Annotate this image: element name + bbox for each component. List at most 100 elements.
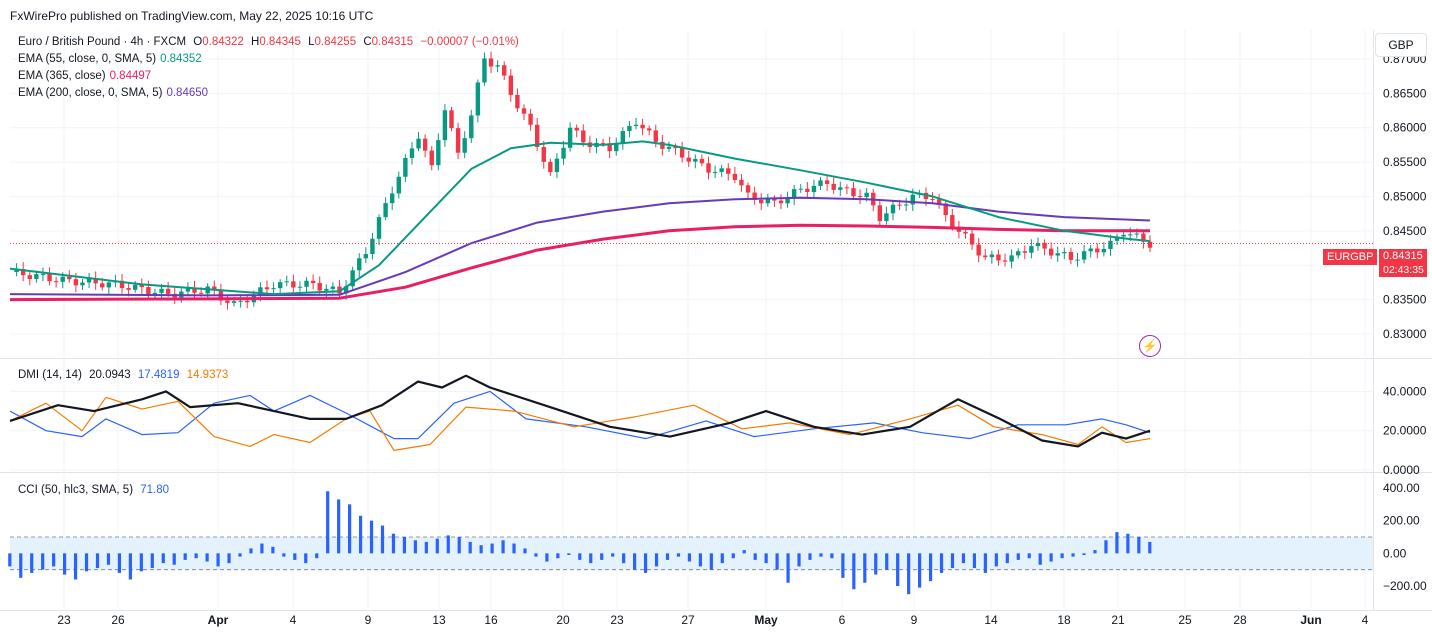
cci-bar xyxy=(1071,553,1075,557)
candle-body xyxy=(818,180,823,186)
cci-bar xyxy=(63,553,67,575)
chart-area[interactable]: 0.870000.865000.860000.855000.850000.845… xyxy=(0,30,1432,640)
candle-body xyxy=(1068,252,1074,260)
cci-bar xyxy=(293,553,297,560)
cci-bar xyxy=(95,553,100,569)
candle-body xyxy=(429,150,434,166)
cci-bar xyxy=(380,525,385,554)
ema365-label: EMA (365, close) xyxy=(18,70,106,82)
cci-bar xyxy=(468,541,472,554)
candle-body xyxy=(291,281,296,288)
ema55-legend[interactable]: EMA (55, close, 0, SMA, 5) 0.84352 xyxy=(18,53,206,65)
candle-body xyxy=(495,65,500,67)
candle-body xyxy=(567,127,573,148)
candle-body xyxy=(528,113,533,125)
cci-bar xyxy=(600,553,604,560)
cci-legend[interactable]: CCI (50, hlc3, SMA, 5) 71.80 xyxy=(18,484,173,496)
cci-bar xyxy=(501,540,505,554)
dmi-legend[interactable]: DMI (14, 14) 20.0943 17.4819 14.9373 xyxy=(18,369,232,381)
candle-body xyxy=(534,124,540,147)
candle-body xyxy=(838,187,843,190)
candle-body xyxy=(192,287,197,293)
time-tick-label: 4 xyxy=(1362,613,1369,627)
candle-body xyxy=(877,205,883,222)
cci-bar xyxy=(457,537,461,554)
time-tick-label: 26 xyxy=(111,613,125,627)
cci-bar xyxy=(1005,553,1009,564)
cci-bar xyxy=(1060,553,1064,559)
candle-body xyxy=(627,126,632,132)
price-tick-label: 0.84500 xyxy=(1383,224,1427,238)
candle-body xyxy=(231,301,237,303)
price-tick-label: 0.83000 xyxy=(1383,327,1427,341)
ema55-line xyxy=(9,140,1151,296)
candle-body xyxy=(462,138,467,153)
cci-bar xyxy=(238,553,242,557)
candle-body xyxy=(159,288,164,293)
dmi-adx-line xyxy=(9,374,1151,448)
time-tick-label: 23 xyxy=(610,613,624,627)
dmi-minus-di-line xyxy=(9,396,1151,451)
cci-bar xyxy=(30,553,34,573)
cci-bar xyxy=(556,553,560,559)
cci-bar xyxy=(830,553,834,559)
candle-body xyxy=(1095,248,1100,253)
candle-body xyxy=(139,284,144,288)
candle-body xyxy=(752,192,757,200)
candle-body xyxy=(34,274,39,279)
time-tick-label: 20 xyxy=(556,613,570,627)
cci-bar xyxy=(315,553,319,559)
cci-bar xyxy=(402,537,407,554)
flash-icon[interactable]: ⚡ xyxy=(1139,335,1161,357)
symbol-title[interactable]: Euro / British Pound · 4h · FXCM xyxy=(18,36,187,48)
candle-body xyxy=(910,194,915,205)
candle-body xyxy=(1128,234,1133,236)
candle-body xyxy=(574,127,579,131)
candle-body xyxy=(561,147,566,159)
dmi-plus-value: 17.4819 xyxy=(137,369,180,381)
candle-body xyxy=(67,276,72,280)
cci-bar xyxy=(928,553,933,582)
main-legend: Euro / British Pound · 4h · FXCM O0.8432… xyxy=(18,36,523,48)
cci-bar xyxy=(369,520,374,554)
cci-bar xyxy=(150,553,154,569)
time-tick-label: 13 xyxy=(432,613,446,627)
cci-bar xyxy=(216,553,220,567)
cci-bar xyxy=(808,553,812,560)
dmi-plus-di-line xyxy=(9,390,1151,440)
cci-bar xyxy=(128,553,132,580)
candle-body xyxy=(376,217,382,239)
time-tick-label: 9 xyxy=(365,613,372,627)
candle-body xyxy=(554,158,560,173)
dmi-label: DMI (14, 14) xyxy=(18,369,82,381)
candle-body xyxy=(212,286,217,291)
cci-bar xyxy=(983,553,987,573)
currency-unit-button[interactable]: GBP xyxy=(1375,33,1427,57)
cci-bar xyxy=(249,548,253,554)
candle-body xyxy=(14,269,19,273)
header: FxWirePro published on TradingView.com, … xyxy=(0,0,1432,30)
cci-bar xyxy=(523,548,527,554)
candle-body xyxy=(515,94,520,109)
candle-body xyxy=(660,141,665,149)
cci-bar xyxy=(84,553,89,572)
candle-body xyxy=(541,146,546,162)
time-tick-label: Apr xyxy=(208,613,229,627)
candle-body xyxy=(1055,253,1060,256)
candle-body xyxy=(706,163,711,173)
ema200-legend[interactable]: EMA (200, close, 0, SMA, 5) 0.84650 xyxy=(18,87,212,99)
candle-body xyxy=(1075,259,1080,261)
candle-body xyxy=(475,82,481,116)
candle-body xyxy=(857,196,863,198)
bar-countdown: 02:43:35 xyxy=(1379,263,1427,277)
candle-body xyxy=(80,282,85,286)
candle-body xyxy=(310,280,316,284)
candle-body xyxy=(119,280,125,289)
cci-bar xyxy=(52,553,56,567)
cci-bar xyxy=(1027,553,1031,559)
cci-bar xyxy=(490,543,494,554)
cci-bar xyxy=(863,553,867,583)
candle-body xyxy=(271,288,276,290)
ema365-legend[interactable]: EMA (365, close) 0.84497 xyxy=(18,70,155,82)
cci-tick-label: 200.00 xyxy=(1383,514,1420,528)
